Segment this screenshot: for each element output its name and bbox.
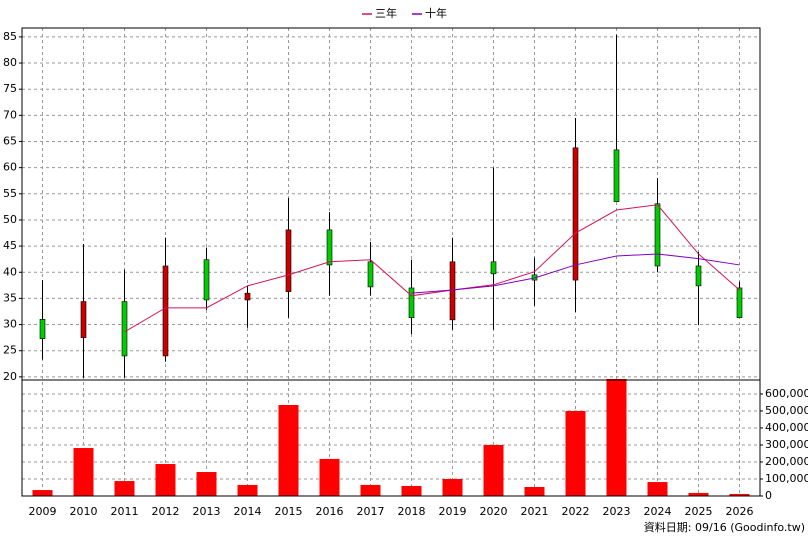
x-tick-label: 2016 xyxy=(316,505,344,518)
candle-body xyxy=(613,149,620,202)
x-tick-label: 2026 xyxy=(726,505,754,518)
volume-bar xyxy=(565,410,586,496)
candle-body xyxy=(285,229,292,292)
y2-tick-label: 100,000 xyxy=(765,472,808,485)
ma-line xyxy=(411,253,740,294)
volume-bar xyxy=(196,472,217,496)
y-tick-label: 25 xyxy=(3,344,17,357)
volume-bar xyxy=(237,484,258,496)
x-tick-label: 2020 xyxy=(480,505,508,518)
x-tick-label: 2012 xyxy=(152,505,180,518)
candle-body xyxy=(449,261,456,321)
volume-bar xyxy=(155,464,176,496)
legend-label: 十年 xyxy=(425,6,447,20)
volume-bar xyxy=(442,478,463,496)
footer: 資料日期: 09/16 (Goodinfo.tw) xyxy=(644,520,805,534)
candle-body xyxy=(654,203,661,267)
legend-label: 三年 xyxy=(375,6,397,20)
y-tick-label: 35 xyxy=(3,291,17,304)
volume-bar xyxy=(606,378,627,496)
candle-body xyxy=(490,261,497,275)
x-tick-label: 2019 xyxy=(439,505,467,518)
y-tick-label: 55 xyxy=(3,187,17,200)
y-tick-label: 80 xyxy=(3,56,17,69)
y-tick-label: 70 xyxy=(3,108,17,121)
y2-tick-label: 300,000 xyxy=(765,438,808,451)
volume-bar xyxy=(32,490,53,496)
candle-body xyxy=(326,229,333,266)
volume-bar xyxy=(73,448,94,496)
y2-tick-label: 600,000 xyxy=(765,387,808,400)
x-tick-label: 2011 xyxy=(111,505,139,518)
x-tick-label: 2010 xyxy=(70,505,98,518)
x-tick-label: 2024 xyxy=(644,505,672,518)
ma-line xyxy=(124,204,740,333)
candle-body xyxy=(80,301,87,338)
x-tick-label: 2013 xyxy=(193,505,221,518)
volume-bar xyxy=(688,492,709,496)
volume-bar xyxy=(483,444,504,496)
volume-bar xyxy=(278,405,299,496)
volume-bar xyxy=(360,484,381,496)
x-tick-label: 2025 xyxy=(685,505,713,518)
y2-tick-label: 200,000 xyxy=(765,455,808,468)
volume-bar xyxy=(114,481,135,496)
x-tick-label: 2018 xyxy=(398,505,426,518)
x-tick-label: 2022 xyxy=(562,505,590,518)
volume-bar xyxy=(401,485,422,496)
candle-body xyxy=(121,301,128,357)
candle-body xyxy=(39,319,46,339)
x-tick-label: 2017 xyxy=(357,505,385,518)
x-tick-label: 2009 xyxy=(29,505,57,518)
x-tick-label: 2014 xyxy=(234,505,262,518)
candle-body xyxy=(572,147,579,281)
y2-tick-label: 400,000 xyxy=(765,421,808,434)
y-tick-label: 40 xyxy=(3,265,17,278)
volume-bar xyxy=(647,482,668,496)
y-tick-label: 45 xyxy=(3,239,17,252)
candle-body xyxy=(367,261,374,288)
y-tick-label: 60 xyxy=(3,161,17,174)
volume-bar xyxy=(729,493,750,496)
candle-body xyxy=(162,265,169,357)
candle-body xyxy=(244,292,251,301)
y-tick-label: 85 xyxy=(3,30,17,43)
candle-body xyxy=(695,265,702,287)
volume-bar xyxy=(319,458,340,496)
y-tick-label: 65 xyxy=(3,134,17,147)
y2-tick-label: 0 xyxy=(765,489,772,502)
candle-body xyxy=(408,287,415,319)
plot-frame xyxy=(21,27,761,497)
y-tick-label: 30 xyxy=(3,318,17,331)
x-tick-label: 2021 xyxy=(521,505,549,518)
y-tick-label: 20 xyxy=(3,370,17,383)
candle-body xyxy=(203,259,210,301)
y-tick-label: 50 xyxy=(3,213,17,226)
y2-tick-label: 500,000 xyxy=(765,404,808,417)
y-tick-label: 75 xyxy=(3,82,17,95)
candle-body xyxy=(736,287,743,319)
volume-bar xyxy=(524,486,545,496)
x-tick-label: 2015 xyxy=(275,505,303,518)
x-tick-label: 2023 xyxy=(603,505,631,518)
